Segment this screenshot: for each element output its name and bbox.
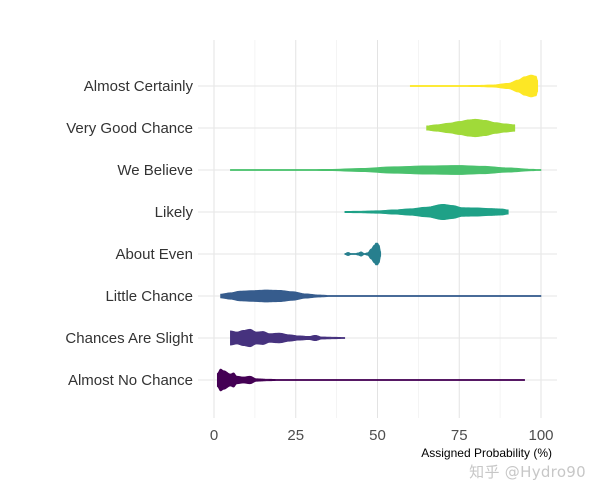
- category-label: Chances Are Slight: [65, 330, 193, 347]
- violin-we-believe: [230, 165, 542, 175]
- category-label: Almost Certainly: [84, 78, 194, 95]
- grid-lines: [198, 40, 557, 418]
- category-label: Likely: [155, 204, 194, 221]
- category-label: Little Chance: [105, 288, 193, 305]
- violin-about-even: [344, 242, 382, 266]
- watermark: 知乎 @Hydro90: [469, 463, 586, 481]
- x-axis-title: Assigned Probability (%): [421, 446, 552, 460]
- x-tick-label: 75: [451, 427, 468, 444]
- category-label: Very Good Chance: [66, 120, 193, 137]
- x-tick-labels: 0 25 50 75 100: [210, 427, 554, 444]
- violins: [216, 74, 542, 392]
- category-label: Almost No Chance: [68, 372, 193, 389]
- x-tick-label: 100: [528, 427, 553, 444]
- violin-almost-certainly: [409, 74, 539, 98]
- category-labels: Almost Certainly Very Good Chance We Belie…: [65, 78, 193, 389]
- category-label: We Believe: [117, 162, 193, 179]
- violin-chances-are-slight: [230, 328, 346, 348]
- violin-almost-no-chance: [216, 368, 525, 392]
- violin-likely: [344, 204, 509, 220]
- violin-little-chance: [220, 289, 542, 303]
- x-tick-label: 0: [210, 427, 218, 444]
- category-label: About Even: [115, 246, 193, 263]
- x-tick-label: 25: [287, 427, 304, 444]
- violin-very-good-chance: [426, 118, 516, 138]
- x-tick-label: 50: [369, 427, 386, 444]
